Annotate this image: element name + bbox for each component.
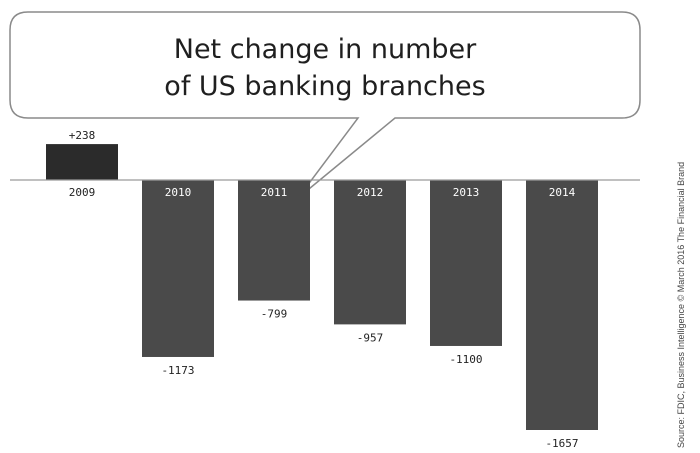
bar-2014	[526, 180, 598, 430]
chart-title-line-2: of US banking branches	[164, 71, 485, 102]
bar-2011	[238, 180, 310, 301]
value-label-2010: -1173	[161, 364, 194, 377]
bar-2013	[430, 180, 502, 346]
value-label-2012: -957	[357, 331, 384, 344]
chart-title-line-1: Net change in number	[174, 34, 477, 65]
labels-layer: 2009 +238 2010 -1173 2011 -799 2012 -957 2013 -11…	[69, 129, 579, 450]
bar-2009	[46, 144, 118, 180]
bar-2012	[334, 180, 406, 325]
value-label-2013: -1100	[449, 353, 482, 366]
year-label-2013: 2013	[453, 186, 480, 199]
bars-layer	[46, 144, 598, 430]
year-label-2014: 2014	[549, 186, 576, 199]
bar-2010	[142, 180, 214, 357]
value-label-2014: -1657	[545, 437, 578, 450]
value-label-2009: +238	[69, 129, 96, 142]
year-label-2011: 2011	[261, 186, 288, 199]
year-label-2012: 2012	[357, 186, 384, 199]
year-label-2009: 2009	[69, 186, 96, 199]
source-credit: Source: FDIC, Business Intelligence © Ma…	[676, 162, 686, 448]
value-label-2011: -799	[261, 308, 288, 321]
year-label-2010: 2010	[165, 186, 192, 199]
title-speech-bubble	[9, 11, 641, 199]
